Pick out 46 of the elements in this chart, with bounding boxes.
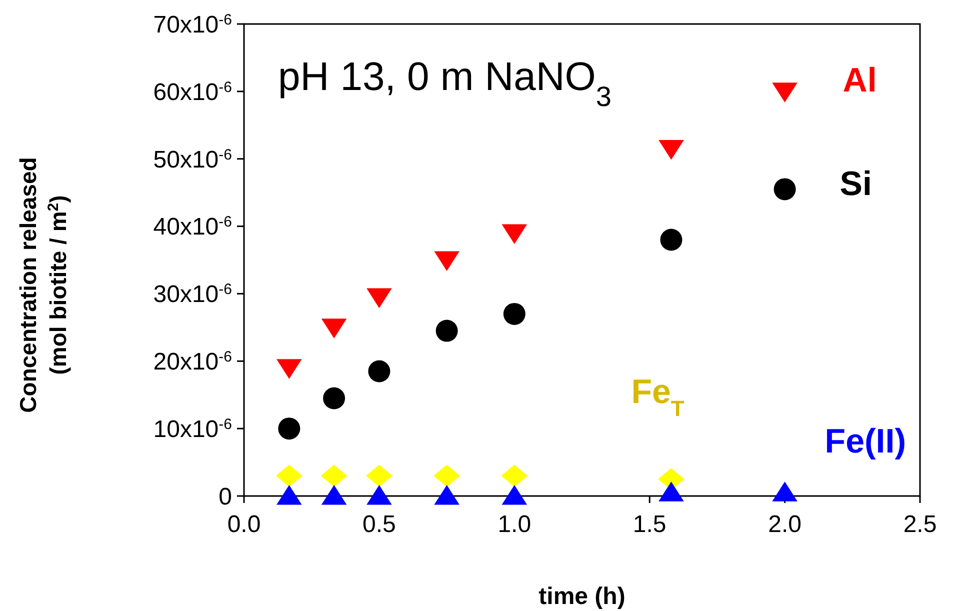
y-tick-label: 10x10$^{-6}$ xyxy=(153,415,232,443)
point xyxy=(366,288,392,308)
y-tick-label: 0 xyxy=(218,483,232,510)
point xyxy=(502,224,528,244)
point xyxy=(434,485,460,505)
series-label: Si xyxy=(840,165,872,204)
point xyxy=(660,228,682,251)
point xyxy=(503,302,526,325)
point xyxy=(366,485,392,505)
x-tick-label: 0.0 xyxy=(227,511,261,538)
point xyxy=(502,485,528,505)
annotation: pH 13, 0 m NaNO$_{3}$ xyxy=(278,55,612,112)
point xyxy=(276,464,302,487)
x-tick-label: 2.5 xyxy=(903,511,937,538)
point xyxy=(772,82,798,102)
point xyxy=(321,318,347,338)
point xyxy=(366,464,392,487)
x-tick-label: 1.5 xyxy=(632,511,666,538)
point xyxy=(276,359,302,379)
x-axis-title: time (h) xyxy=(538,583,626,610)
point xyxy=(276,485,302,505)
point xyxy=(434,464,460,487)
point xyxy=(658,482,684,502)
point xyxy=(278,418,300,440)
series-label: Al xyxy=(842,61,877,100)
y-tick-label: 40x10$^{-6}$ xyxy=(153,213,232,241)
point xyxy=(323,387,346,410)
point xyxy=(321,485,347,505)
point xyxy=(434,251,460,271)
point xyxy=(658,140,684,160)
point xyxy=(772,482,798,502)
x-tick-label: 0.5 xyxy=(362,511,396,538)
point xyxy=(501,464,528,487)
point xyxy=(436,320,458,342)
y-tick-label: 50x10$^{-6}$ xyxy=(153,146,232,174)
y-tick-label: 70x10$^{-6}$ xyxy=(153,10,232,38)
series-label: Fe$_{T}$ xyxy=(631,373,685,421)
point xyxy=(368,360,390,382)
y-tick-label: 30x10$^{-6}$ xyxy=(153,280,232,308)
point xyxy=(320,464,348,487)
y-tick-label: 20x10$^{-6}$ xyxy=(153,348,232,376)
point xyxy=(774,178,796,200)
x-tick-label: 2.0 xyxy=(768,511,802,538)
y-tick-label: 60x10$^{-6}$ xyxy=(153,78,232,106)
x-tick-label: 1.0 xyxy=(498,511,532,538)
series-label: Fe(II) xyxy=(824,422,906,461)
